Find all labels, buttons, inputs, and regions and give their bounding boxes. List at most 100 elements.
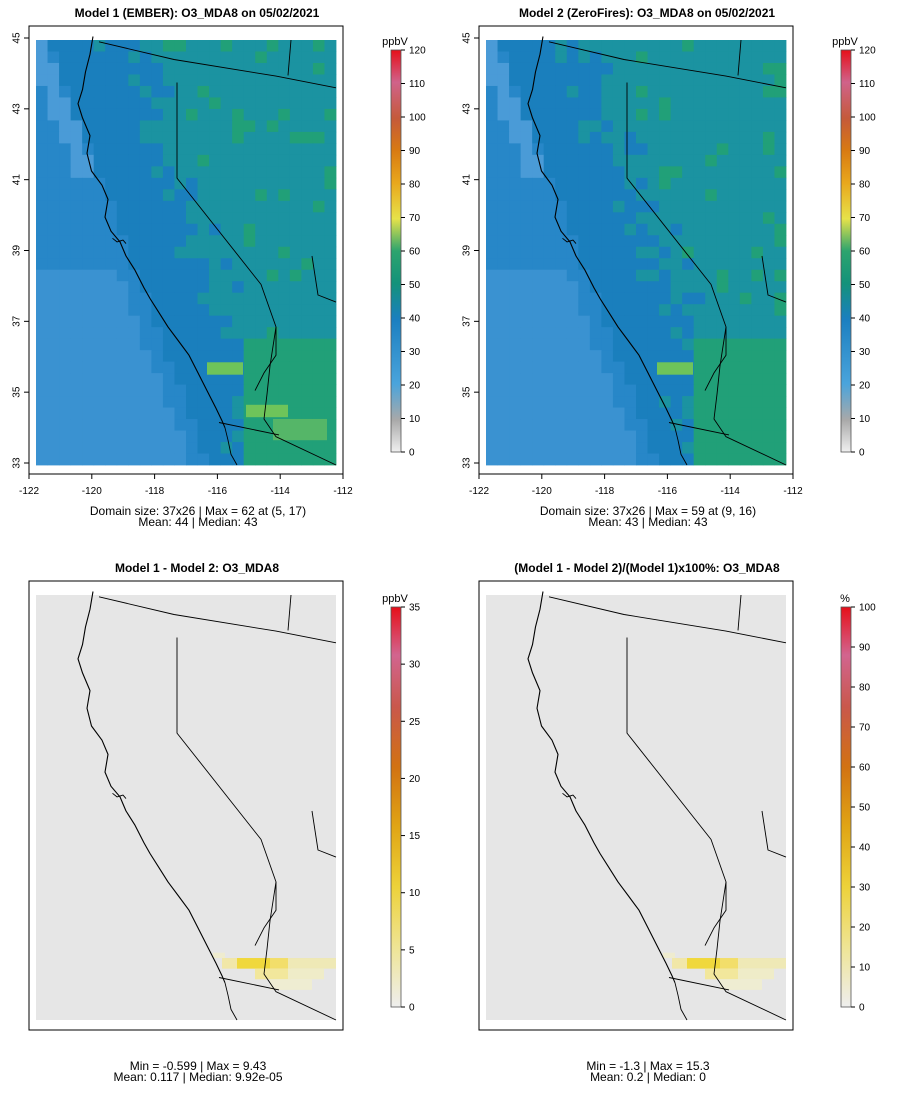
legend-tick-label: 40: [859, 314, 871, 325]
diff-cell: [288, 958, 336, 969]
legend-tick-label: 0: [409, 1003, 415, 1014]
state-border-line: [761, 255, 787, 303]
legend-tick-label: 110: [409, 79, 425, 90]
summary-stats: Mean: 44 | Median: 43: [138, 515, 258, 529]
legend-tick-label: 100: [859, 603, 876, 614]
ozone-hotspot: [246, 404, 288, 418]
legend-tick-label: 10: [409, 414, 421, 425]
x-tick-label: -122: [469, 486, 489, 497]
diff-cell: [705, 968, 741, 980]
legend-color-bar: [390, 49, 402, 453]
legend-tick-label: 10: [859, 963, 871, 974]
y-tick-label: 43: [462, 103, 473, 115]
coastline: [527, 36, 676, 429]
state-border-line: [112, 792, 127, 799]
state-border-line: [98, 596, 337, 644]
ozone-hotspot: [657, 362, 693, 375]
legend-tick-label: 70: [859, 723, 871, 734]
legend-tick-label: 90: [859, 643, 871, 654]
legend-tick-label: 70: [859, 213, 871, 224]
legend-tick-label: 20: [409, 381, 421, 392]
y-tick-label: 41: [12, 174, 23, 186]
y-tick-label: 33: [12, 457, 23, 469]
state-border-line: [668, 977, 730, 991]
state-border-line: [311, 255, 337, 303]
state-border-line: [713, 326, 787, 466]
legend-tick-label: 120: [859, 46, 876, 57]
state-border-line: [713, 881, 787, 1021]
summary-stats: Mean: 43 | Median: 43: [588, 515, 708, 529]
diff-cell: [270, 979, 312, 990]
legend-tick-label: 30: [409, 660, 421, 671]
state-border-line: [112, 237, 127, 244]
diff-cell: [255, 968, 291, 980]
legend-tick-label: 80: [859, 180, 871, 191]
plot-frame: [28, 580, 344, 1031]
legend-tick-label: 100: [859, 113, 876, 124]
legend-tick-label: 50: [859, 803, 871, 814]
diff-cell: [672, 958, 687, 969]
state-border-line: [668, 422, 730, 436]
legend-tick-label: 60: [859, 763, 871, 774]
state-border-line: [311, 810, 337, 858]
state-border-line: [548, 41, 787, 89]
legend-color-bar: [840, 49, 852, 453]
coastline: [77, 36, 226, 429]
y-tick-label: 41: [462, 174, 473, 186]
color-legend: ppbV 0 5 10 15 20 25 30 35: [382, 593, 420, 1014]
summary-stats: Mean: 0.2 | Median: 0: [590, 1070, 706, 1084]
panel-title: Model 1 (EMBER): O3_MDA8 on 05/02/2021: [75, 6, 320, 20]
legend-tick-label: 30: [409, 347, 421, 358]
domain-stats: Min = -0.599 | Max = 9.43: [130, 1059, 267, 1073]
legend-tick-label: 120: [409, 46, 426, 57]
state-border-line: [224, 427, 238, 466]
domain-stats: Min = -1.3 | Max = 15.3: [586, 1059, 710, 1073]
y-tick-label: 39: [462, 245, 473, 257]
color-legend: ppbV 0 10 20 30 40 50 60 70 80 90 100 110 120: [382, 36, 426, 459]
state-border-line: [737, 594, 742, 631]
state-border-line: [218, 422, 280, 436]
legend-tick-label: 0: [859, 448, 865, 459]
x-tick-label: -116: [658, 486, 678, 497]
diff-cell: [288, 968, 324, 980]
ozone-hotspot: [273, 418, 327, 441]
y-tick-label: 33: [462, 457, 473, 469]
state-borders: [527, 591, 787, 1021]
state-borders: [77, 36, 337, 466]
legend-tick-label: 10: [859, 414, 871, 425]
state-border-line: [287, 594, 292, 631]
x-tick-label: -114: [271, 486, 291, 497]
panel-title: Model 2 (ZeroFires): O3_MDA8 on 05/02/20…: [519, 6, 775, 20]
legend-unit: ppbV: [382, 593, 408, 605]
diff-cell: [237, 958, 270, 969]
y-tick-label: 37: [12, 315, 23, 327]
state-border-line: [548, 596, 787, 644]
state-border-line: [674, 427, 688, 466]
legend-tick-label: 5: [409, 945, 415, 956]
coastline: [77, 591, 226, 984]
legend-tick-label: 30: [859, 883, 871, 894]
diff-cell: [720, 979, 762, 990]
state-border-line: [562, 237, 577, 244]
legend-unit: ppbV: [832, 36, 858, 48]
domain-stats: Domain size: 37x26 | Max = 62 at (5, 17): [90, 504, 306, 518]
x-tick-label: -114: [721, 486, 741, 497]
x-tick-label: -116: [208, 486, 228, 497]
color-legend: % 0 10 20 30 40 50 60 70 80 90 100: [840, 593, 876, 1014]
diff-field-background: [486, 595, 786, 1020]
legend-tick-label: 80: [859, 683, 871, 694]
panel-p2: Model 2 (ZeroFires): O3_MDA8 on 05/02/20…: [462, 6, 876, 529]
diff-cell: [663, 952, 675, 959]
legend-tick-label: 110: [859, 79, 875, 90]
legend-tick-label: 40: [409, 314, 421, 325]
summary-stats: Mean: 0.117 | Median: 9.92e-05: [113, 1070, 282, 1084]
state-border-line: [263, 326, 337, 466]
legend-tick-label: 70: [409, 213, 421, 224]
legend-color-bar: [840, 606, 852, 1008]
x-tick-label: -120: [82, 486, 102, 497]
legend-tick-label: 40: [859, 843, 871, 854]
x-tick-label: -112: [333, 486, 353, 497]
diff-cell: [738, 958, 786, 969]
y-tick-label: 35: [462, 386, 473, 398]
